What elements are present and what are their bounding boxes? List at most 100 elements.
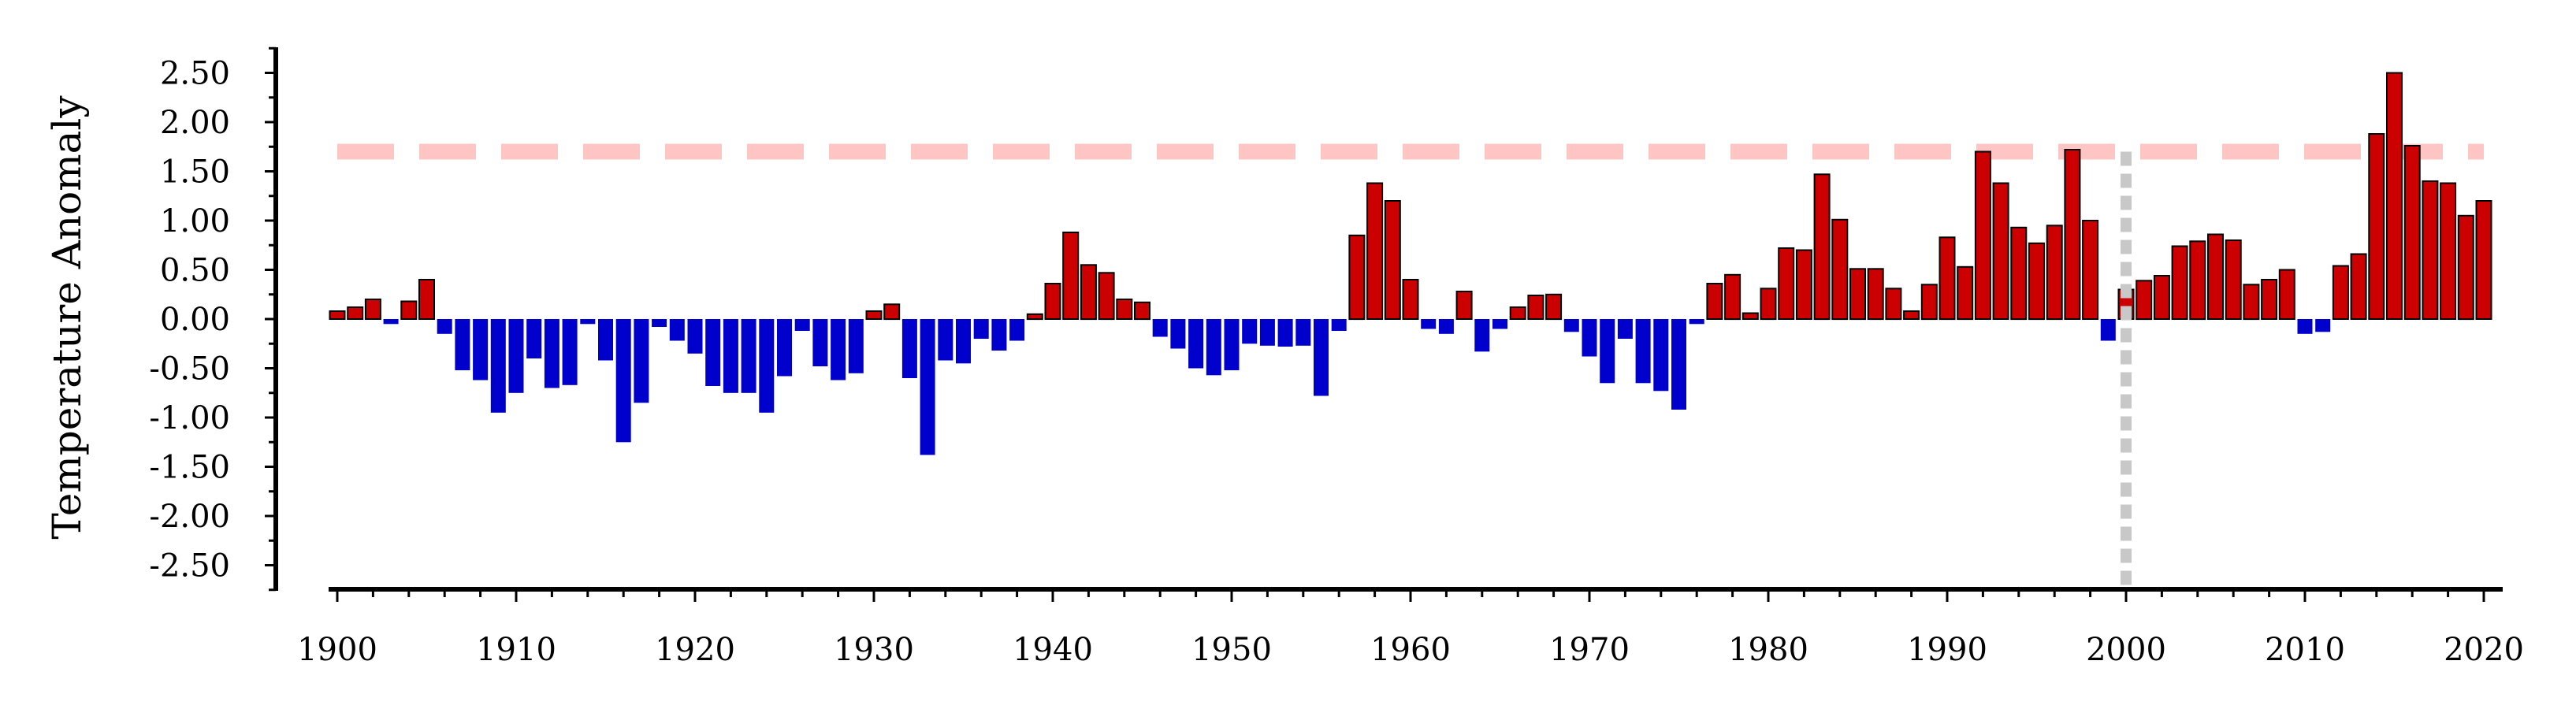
bar-1929: [848, 319, 864, 373]
bar-1900: [329, 310, 346, 320]
bar-2003: [2171, 245, 2188, 320]
bar-1992: [1974, 150, 1991, 320]
bar-2006: [2225, 239, 2242, 320]
bar-2015: [2386, 72, 2403, 320]
bar-2013: [2350, 253, 2367, 320]
bar-1924: [759, 319, 775, 413]
y-tick-label: -0.50: [149, 351, 230, 388]
y-tick-label: -2.00: [149, 499, 230, 535]
bar-1955: [1314, 319, 1329, 396]
bar-1963: [1455, 291, 1473, 320]
bar-1998: [2082, 220, 2099, 320]
x-tick-label: 2020: [2444, 632, 2524, 668]
bars-group: [329, 72, 2492, 455]
bar-2007: [2243, 284, 2260, 321]
x-tick-label: 1960: [1370, 632, 1451, 668]
bar-1968: [1545, 293, 1563, 321]
bar-2011: [2315, 319, 2331, 332]
y-tick-label: -2.50: [149, 548, 230, 585]
bar-1976: [1689, 319, 1704, 325]
bar-1940: [1044, 283, 1061, 320]
bar-1943: [1098, 272, 1115, 321]
bar-1964: [1474, 319, 1490, 352]
y-tick-label: 2.00: [160, 105, 230, 141]
bar-1996: [2046, 225, 2063, 321]
bar-1934: [938, 319, 953, 361]
bar-1941: [1062, 232, 1080, 320]
y-tick-label: 0.00: [160, 302, 230, 338]
bar-1949: [1206, 319, 1221, 376]
bar-1970: [1582, 319, 1597, 357]
bar-1909: [490, 319, 506, 413]
bar-1986: [1867, 268, 1884, 321]
y-axis-label: Temperature Anomaly: [44, 95, 90, 540]
bar-2001: [2136, 280, 2153, 321]
y-tick-label: -1.50: [149, 450, 230, 486]
bar-1915: [598, 319, 613, 361]
bar-1921: [705, 319, 721, 386]
bar-1967: [1527, 295, 1544, 320]
bar-1952: [1259, 319, 1275, 346]
bar-2010: [2297, 319, 2313, 334]
bar-1973: [1635, 319, 1651, 384]
bar-1935: [956, 319, 971, 364]
bar-1954: [1295, 319, 1311, 346]
x-tick-label: 2000: [2086, 632, 2166, 668]
bar-1974: [1653, 319, 1669, 392]
x-tick-label: 1940: [1013, 632, 1093, 668]
bar-2020: [2475, 200, 2492, 320]
bar-1985: [1849, 268, 1866, 321]
bar-1978: [1724, 273, 1741, 321]
bar-1912: [544, 319, 559, 388]
y-tick-label: 2.50: [160, 56, 230, 92]
x-tick-label: 1990: [1907, 632, 1987, 668]
bar-1936: [973, 319, 989, 339]
bar-1944: [1116, 299, 1133, 320]
bar-1920: [687, 319, 703, 354]
bar-2016: [2403, 145, 2421, 320]
bar-1919: [669, 319, 685, 341]
bar-1979: [1741, 312, 1759, 320]
bar-2017: [2422, 180, 2439, 320]
bar-1939: [1026, 313, 1043, 321]
bar-1937: [991, 319, 1007, 351]
bar-1933: [920, 319, 935, 455]
bar-1997: [2064, 149, 2081, 320]
bar-1971: [1600, 319, 1615, 384]
bar-1928: [831, 319, 846, 380]
bar-1926: [794, 319, 810, 331]
x-tick-label: 1950: [1191, 632, 1272, 668]
bar-1993: [1992, 182, 2009, 320]
bar-1953: [1277, 319, 1293, 347]
bar-2002: [2153, 275, 2170, 320]
bar-1990: [1939, 236, 1956, 321]
bar-2005: [2207, 233, 2224, 320]
bar-1930: [865, 310, 883, 320]
bar-1913: [562, 319, 578, 385]
bar-1947: [1170, 319, 1186, 349]
bar-1991: [1957, 265, 1974, 321]
bar-1988: [1903, 310, 1920, 320]
bar-1958: [1366, 182, 1384, 320]
bar-1902: [364, 299, 381, 320]
bar-1961: [1421, 319, 1437, 329]
bar-1914: [580, 319, 596, 325]
bar-2004: [2189, 240, 2206, 321]
bar-1977: [1706, 283, 1723, 320]
bar-2012: [2332, 265, 2349, 320]
bar-1995: [2028, 242, 2045, 321]
bar-1965: [1492, 319, 1507, 329]
bar-2008: [2261, 279, 2278, 320]
bar-1931: [883, 303, 901, 321]
bar-1950: [1224, 319, 1240, 370]
bar-1994: [2010, 226, 2028, 321]
bar-1984: [1831, 218, 1849, 321]
bar-1923: [741, 319, 756, 393]
bar-1959: [1384, 200, 1401, 320]
bar-1960: [1402, 279, 1419, 320]
bar-1972: [1617, 319, 1633, 339]
bar-1987: [1885, 288, 1902, 321]
bar-1980: [1760, 288, 1777, 321]
x-tick-label: 1930: [834, 632, 914, 668]
bar-1927: [812, 319, 828, 366]
